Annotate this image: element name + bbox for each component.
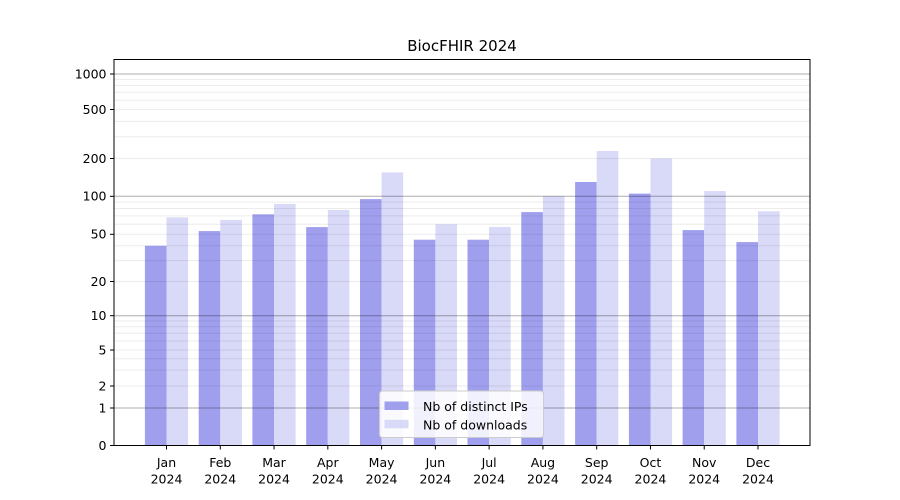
x-tick-label-month: Sep bbox=[585, 455, 609, 470]
bar-nb-of-distinct-ips-may bbox=[360, 199, 382, 446]
bar-nb-of-downloads-jan bbox=[166, 217, 189, 446]
bar-nb-of-distinct-ips-oct bbox=[628, 193, 651, 446]
legend: Nb of distinct IPs Nb of downloads bbox=[379, 390, 544, 438]
x-tick-label-month: Jul bbox=[481, 455, 497, 470]
bar-nb-of-downloads-sep bbox=[596, 151, 619, 446]
x-tick-label-month: Apr bbox=[317, 455, 339, 470]
x-tick-label-month: Nov bbox=[692, 455, 717, 470]
x-tick-label-year: 2024 bbox=[742, 472, 774, 487]
x-tick-label-year: 2024 bbox=[527, 472, 559, 487]
y-tick-label: 2 bbox=[99, 378, 107, 393]
bar-nb-of-downloads-apr bbox=[327, 209, 350, 446]
legend-swatch-distinct-ips bbox=[384, 401, 409, 410]
bar-nb-of-downloads-nov bbox=[704, 191, 726, 446]
chart-title: BiocFHIR 2024 bbox=[407, 37, 517, 55]
legend-label-downloads: Nb of downloads bbox=[423, 417, 527, 432]
x-tick-label-year: 2024 bbox=[473, 472, 505, 487]
y-tick-label: 200 bbox=[83, 151, 107, 166]
bar-nb-of-distinct-ips-feb bbox=[198, 231, 221, 446]
bar-nb-of-distinct-ips-sep bbox=[575, 182, 597, 446]
x-tick-label-month: May bbox=[369, 455, 395, 470]
bar-nb-of-downloads-dec bbox=[758, 211, 780, 446]
y-tick-label: 100 bbox=[83, 189, 107, 204]
bar-nb-of-distinct-ips-mar bbox=[252, 214, 274, 446]
y-tick-label: 1 bbox=[99, 400, 107, 415]
plot-border bbox=[113, 59, 811, 446]
bar-nb-of-downloads-aug bbox=[542, 196, 565, 446]
y-tick-label: 10 bbox=[91, 308, 107, 323]
bar-nb-of-distinct-ips-jan bbox=[144, 245, 167, 446]
bar-nb-of-distinct-ips-aug bbox=[521, 212, 543, 446]
bar-nb-of-downloads-mar bbox=[274, 203, 296, 446]
x-tick-label-year: 2024 bbox=[635, 472, 667, 487]
x-tick-label-year: 2024 bbox=[366, 472, 398, 487]
x-tick-label-month: Feb bbox=[209, 455, 231, 470]
axis-layer: 0 1 2 5 10 20 50 100 200 500 1000 Jan 2024 Feb 2024 Mar… bbox=[75, 66, 774, 486]
x-tick-label-year: 2024 bbox=[151, 472, 183, 487]
legend-swatch-downloads bbox=[384, 419, 409, 429]
grid-layer bbox=[114, 73, 810, 409]
bar-nb-of-downloads-oct bbox=[650, 158, 673, 446]
legend-label-distinct-ips: Nb of distinct IPs bbox=[423, 399, 528, 414]
x-tick-label-year: 2024 bbox=[581, 472, 613, 487]
x-tick-label-month: Oct bbox=[640, 455, 662, 470]
bar-nb-of-distinct-ips-apr bbox=[306, 227, 328, 446]
y-tick-label: 500 bbox=[83, 102, 107, 117]
legend-box bbox=[379, 390, 544, 438]
x-tick-label-month: Aug bbox=[531, 455, 555, 470]
x-tick-label-month: Dec bbox=[746, 455, 770, 470]
bar-nb-of-distinct-ips-dec bbox=[736, 242, 758, 446]
y-tick-label: 20 bbox=[91, 274, 107, 289]
bar-nb-of-downloads-feb bbox=[220, 219, 242, 446]
bar-nb-of-downloads-may bbox=[381, 172, 404, 446]
bar-nb-of-downloads-jun bbox=[435, 224, 457, 446]
x-tick-label-year: 2024 bbox=[258, 472, 290, 487]
x-tick-label-year: 2024 bbox=[419, 472, 451, 487]
x-tick-label-month: Jan bbox=[156, 455, 176, 470]
y-tick-label: 1000 bbox=[75, 66, 107, 81]
x-tick-label-year: 2024 bbox=[204, 472, 236, 487]
x-tick-label-year: 2024 bbox=[312, 472, 344, 487]
y-tick-label: 5 bbox=[99, 342, 107, 357]
y-tick-label: 0 bbox=[99, 438, 107, 453]
x-tick-label-month: Mar bbox=[262, 455, 286, 470]
x-tick-label-year: 2024 bbox=[688, 472, 720, 487]
bar-nb-of-distinct-ips-nov bbox=[682, 230, 705, 446]
x-tick-label-month: Jun bbox=[425, 455, 446, 470]
y-tick-label: 50 bbox=[91, 227, 107, 242]
